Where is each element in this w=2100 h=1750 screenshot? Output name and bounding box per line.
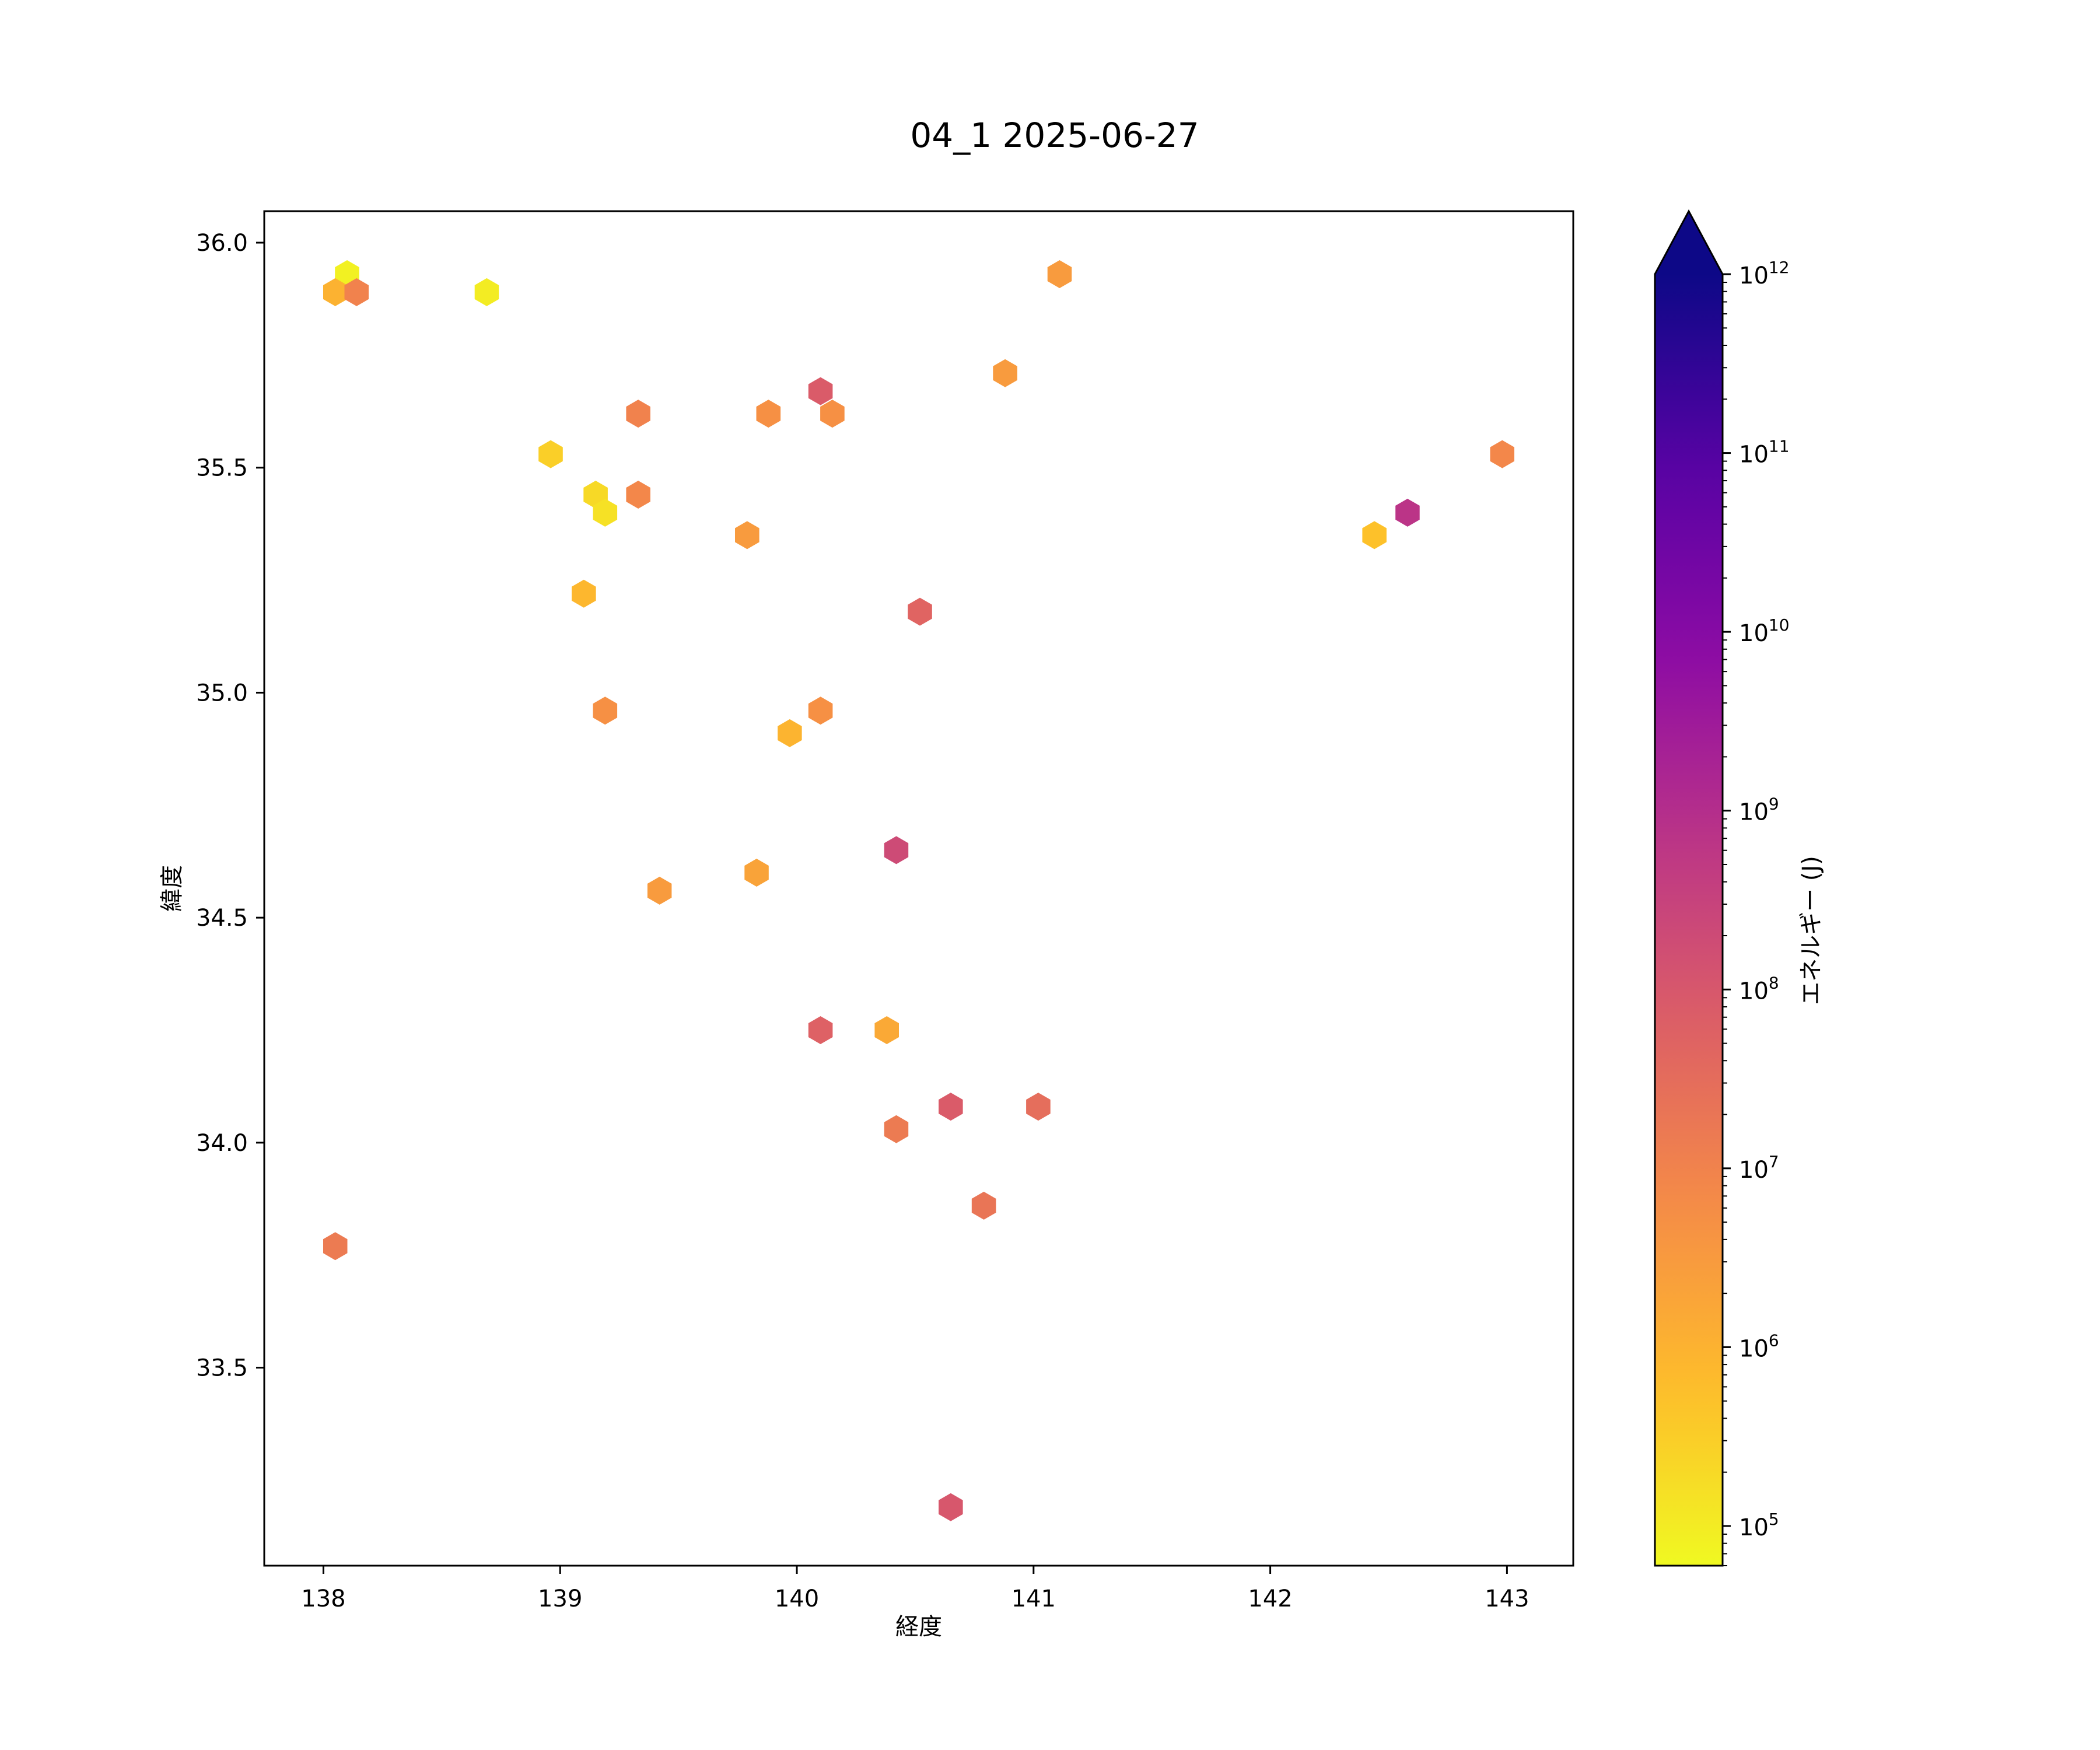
plot-frame (263, 210, 1574, 1567)
y-tick-label: 34.0 (196, 1130, 248, 1157)
x-tick-label: 143 (1485, 1586, 1529, 1612)
colorbar-label: エネルギー (J) (1798, 856, 1825, 1005)
colorbar-gradient (1655, 274, 1723, 1566)
chart-title: 04_1 2025-06-27 (910, 116, 1199, 155)
y-axis-label: 緯度 (159, 865, 186, 912)
y-tick-label: 34.5 (196, 905, 248, 932)
data-point (939, 1093, 963, 1121)
data-points (323, 260, 1514, 1521)
data-point (808, 377, 833, 405)
data-point (593, 498, 618, 527)
data-point (971, 1191, 996, 1220)
data-point (344, 278, 369, 306)
data-point (820, 400, 845, 428)
y-tick-label: 36.0 (196, 230, 248, 257)
colorbar-extend-arrow (1655, 211, 1723, 274)
data-point (744, 859, 769, 887)
colorbar-ticks: 105 106 107 108 109 1010 1011 1012 (1723, 258, 1790, 1566)
colorbar: 105 106 107 108 109 1010 1011 1012 エネルギー (J) (1654, 209, 1825, 1567)
data-point (1362, 521, 1387, 550)
data-point (874, 1016, 899, 1044)
data-point (939, 1493, 963, 1521)
y-axis: 33.5 34.0 34.5 35.0 35.5 36.0 (196, 230, 264, 1382)
colorbar-tick-label: 1012 (1739, 258, 1790, 289)
data-point (1395, 498, 1420, 527)
data-point (884, 836, 909, 864)
data-point (647, 876, 672, 905)
data-point (474, 278, 499, 306)
data-point (626, 481, 650, 509)
colorbar-tick-label: 105 (1739, 1510, 1779, 1541)
data-point (756, 400, 781, 428)
colorbar-tick-label: 109 (1739, 794, 1779, 826)
x-axis: 138 139 140 141 142 143 (301, 1566, 1530, 1612)
colorbar-tick-label: 1011 (1739, 437, 1790, 468)
data-point (626, 400, 650, 428)
data-point (572, 579, 596, 608)
y-tick-label: 33.5 (196, 1355, 248, 1382)
data-point (908, 597, 932, 626)
data-point (735, 521, 760, 550)
data-point (1047, 260, 1072, 288)
colorbar-tick-label: 107 (1739, 1152, 1779, 1184)
y-tick-label: 35.0 (196, 680, 248, 706)
data-point (323, 1232, 348, 1261)
data-point (323, 278, 348, 306)
colorbar-tick-label: 1010 (1739, 615, 1790, 647)
x-tick-label: 141 (1012, 1586, 1056, 1612)
x-axis-label: 経度 (895, 1614, 942, 1640)
data-point (778, 719, 802, 747)
data-point (593, 696, 618, 725)
x-tick-label: 139 (538, 1586, 582, 1612)
x-tick-label: 140 (775, 1586, 819, 1612)
x-tick-label: 142 (1248, 1586, 1292, 1612)
data-point (884, 1115, 909, 1143)
colorbar-tick-label: 106 (1739, 1331, 1779, 1362)
data-point (808, 696, 833, 725)
data-point (808, 1016, 833, 1044)
colorbar-outline (1654, 209, 1724, 1567)
data-point (538, 440, 563, 468)
colorbar-tick-label: 108 (1739, 973, 1779, 1005)
x-tick-label: 138 (301, 1586, 345, 1612)
data-point (1026, 1093, 1051, 1121)
data-point (993, 359, 1017, 387)
y-tick-label: 35.5 (196, 455, 248, 482)
data-point (1490, 440, 1514, 468)
